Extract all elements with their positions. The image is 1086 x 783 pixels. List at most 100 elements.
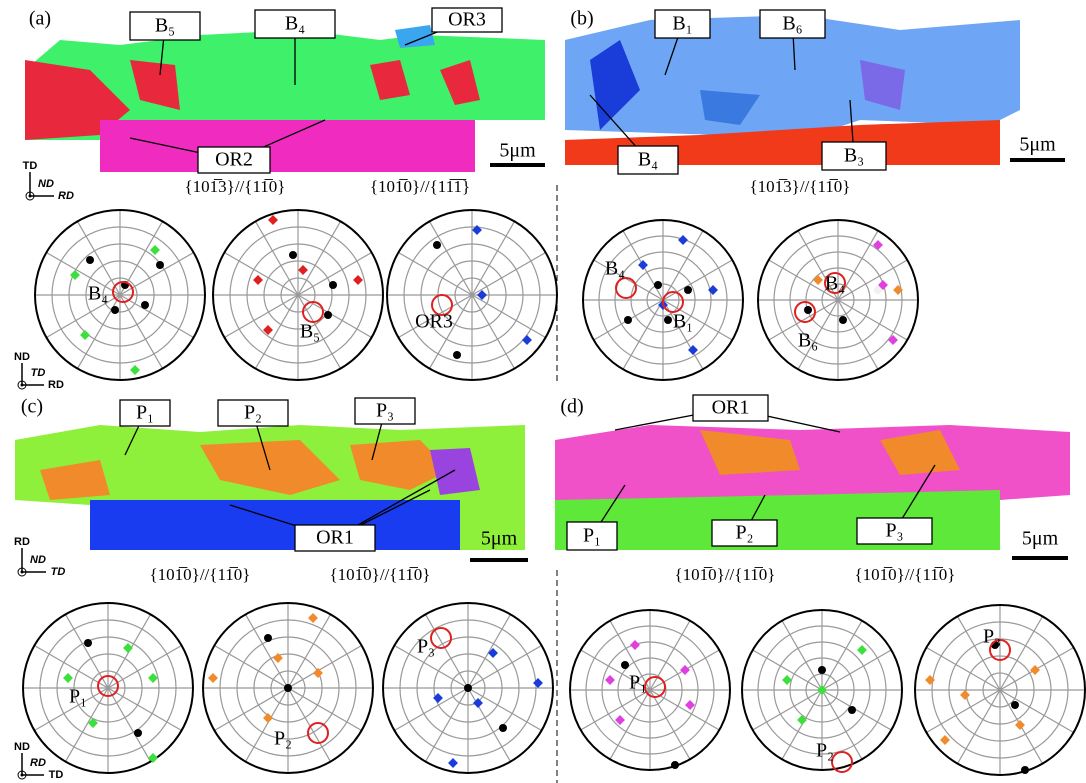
highlight-ring: [615, 277, 637, 299]
label: TD: [51, 566, 66, 578]
pole-marker: [273, 653, 283, 663]
axis-origin: [20, 773, 24, 777]
pole-marker: [63, 673, 73, 683]
highlight-ring: [644, 676, 666, 698]
pole-figure: [741, 609, 903, 773]
pole-figure: [569, 609, 731, 771]
pole-marker: [782, 675, 792, 685]
label: {101̅0}//{11̅0}: [855, 565, 956, 584]
pole-outline: [741, 609, 903, 771]
label: P₂: [816, 740, 834, 762]
label: OR3: [415, 311, 453, 333]
label-box: [119, 399, 171, 427]
pole-marker: [925, 675, 935, 685]
pole-figure: [914, 604, 1086, 776]
pole-marker: [289, 251, 297, 259]
pole-marker: [329, 281, 337, 289]
highlight-ring: [307, 722, 329, 744]
pole-figure: [757, 219, 919, 381]
pole-marker: [848, 706, 856, 714]
pole-marker: [817, 685, 827, 695]
label-box: [431, 7, 503, 33]
pole-marker: [893, 285, 903, 295]
highlight-ring: [431, 294, 453, 316]
pole-outline: [386, 209, 558, 381]
label: ND: [38, 178, 54, 190]
label: B₅: [300, 321, 320, 343]
pole-marker: [150, 245, 160, 255]
label: B₆: [782, 13, 802, 35]
pole-marker: [1011, 701, 1019, 709]
pole-marker: [141, 301, 149, 309]
pole-marker: [263, 713, 273, 723]
pole-marker: [80, 330, 90, 340]
pole-marker: [960, 690, 970, 700]
pole-marker: [839, 316, 847, 324]
label-box: [294, 524, 376, 552]
highlight-ring: [824, 272, 846, 294]
label: TD: [31, 367, 46, 379]
pole-spoke: [224, 251, 372, 339]
pole-marker: [684, 286, 692, 294]
pole-marker: [685, 700, 695, 710]
label: B₁: [672, 13, 692, 35]
label: B₁: [673, 311, 693, 333]
label: {101̅0}//{11̅0}: [150, 565, 251, 584]
label: B₄: [825, 273, 845, 295]
label: P₁: [136, 402, 154, 424]
label: 5μm: [1019, 134, 1056, 156]
map-c: [15, 425, 525, 550]
pole-marker: [874, 286, 882, 294]
pole-marker: [86, 256, 94, 264]
pole-marker: [621, 661, 629, 669]
highlight-ring: [662, 291, 684, 313]
label: (c): [21, 396, 43, 418]
pole-marker: [678, 235, 688, 245]
pole-marker: [268, 215, 278, 225]
pole-outline: [382, 602, 554, 774]
pole-marker: [130, 365, 140, 375]
highlight-ring: [97, 675, 119, 697]
pole-outline: [582, 219, 744, 381]
pole-figure: [212, 209, 384, 381]
pole-spoke: [46, 251, 194, 339]
pole-marker: [433, 693, 443, 703]
pole-marker: [1015, 720, 1025, 730]
pole-outline: [34, 209, 206, 381]
pole-marker: [477, 290, 487, 300]
label: P₂: [244, 402, 262, 424]
label: P₁: [629, 672, 647, 694]
label: P₂: [735, 522, 753, 544]
pole-marker: [654, 281, 662, 289]
label: (a): [29, 8, 51, 30]
label: B₄: [88, 283, 108, 305]
label: TD: [23, 160, 38, 172]
label-box: [617, 145, 679, 175]
pole-figure: [386, 209, 558, 381]
label: (b): [570, 8, 593, 30]
label: P₁: [69, 686, 87, 708]
pole-outline: [569, 609, 731, 771]
label: P₃: [885, 520, 903, 542]
pole-outline: [202, 602, 374, 774]
label: B₅: [155, 15, 175, 37]
label-box: [711, 519, 778, 547]
pole-marker: [253, 275, 263, 285]
axis-origin: [25, 191, 35, 201]
label: P₂: [274, 728, 292, 750]
pole-figure: [582, 219, 744, 381]
label-box: [654, 9, 711, 39]
pole-marker: [464, 684, 472, 692]
highlight-ring: [831, 751, 853, 773]
label: 5μm: [499, 140, 536, 162]
axis-origin: [17, 380, 27, 390]
pole-marker: [148, 673, 158, 683]
pole-marker: [797, 715, 807, 725]
label: OR2: [215, 149, 253, 171]
pole-marker: [298, 265, 308, 275]
pole-figure: [202, 602, 374, 774]
map-a: [25, 25, 545, 172]
pole-marker: [940, 735, 950, 745]
pole-marker: [804, 306, 812, 314]
label: (d): [560, 396, 583, 418]
